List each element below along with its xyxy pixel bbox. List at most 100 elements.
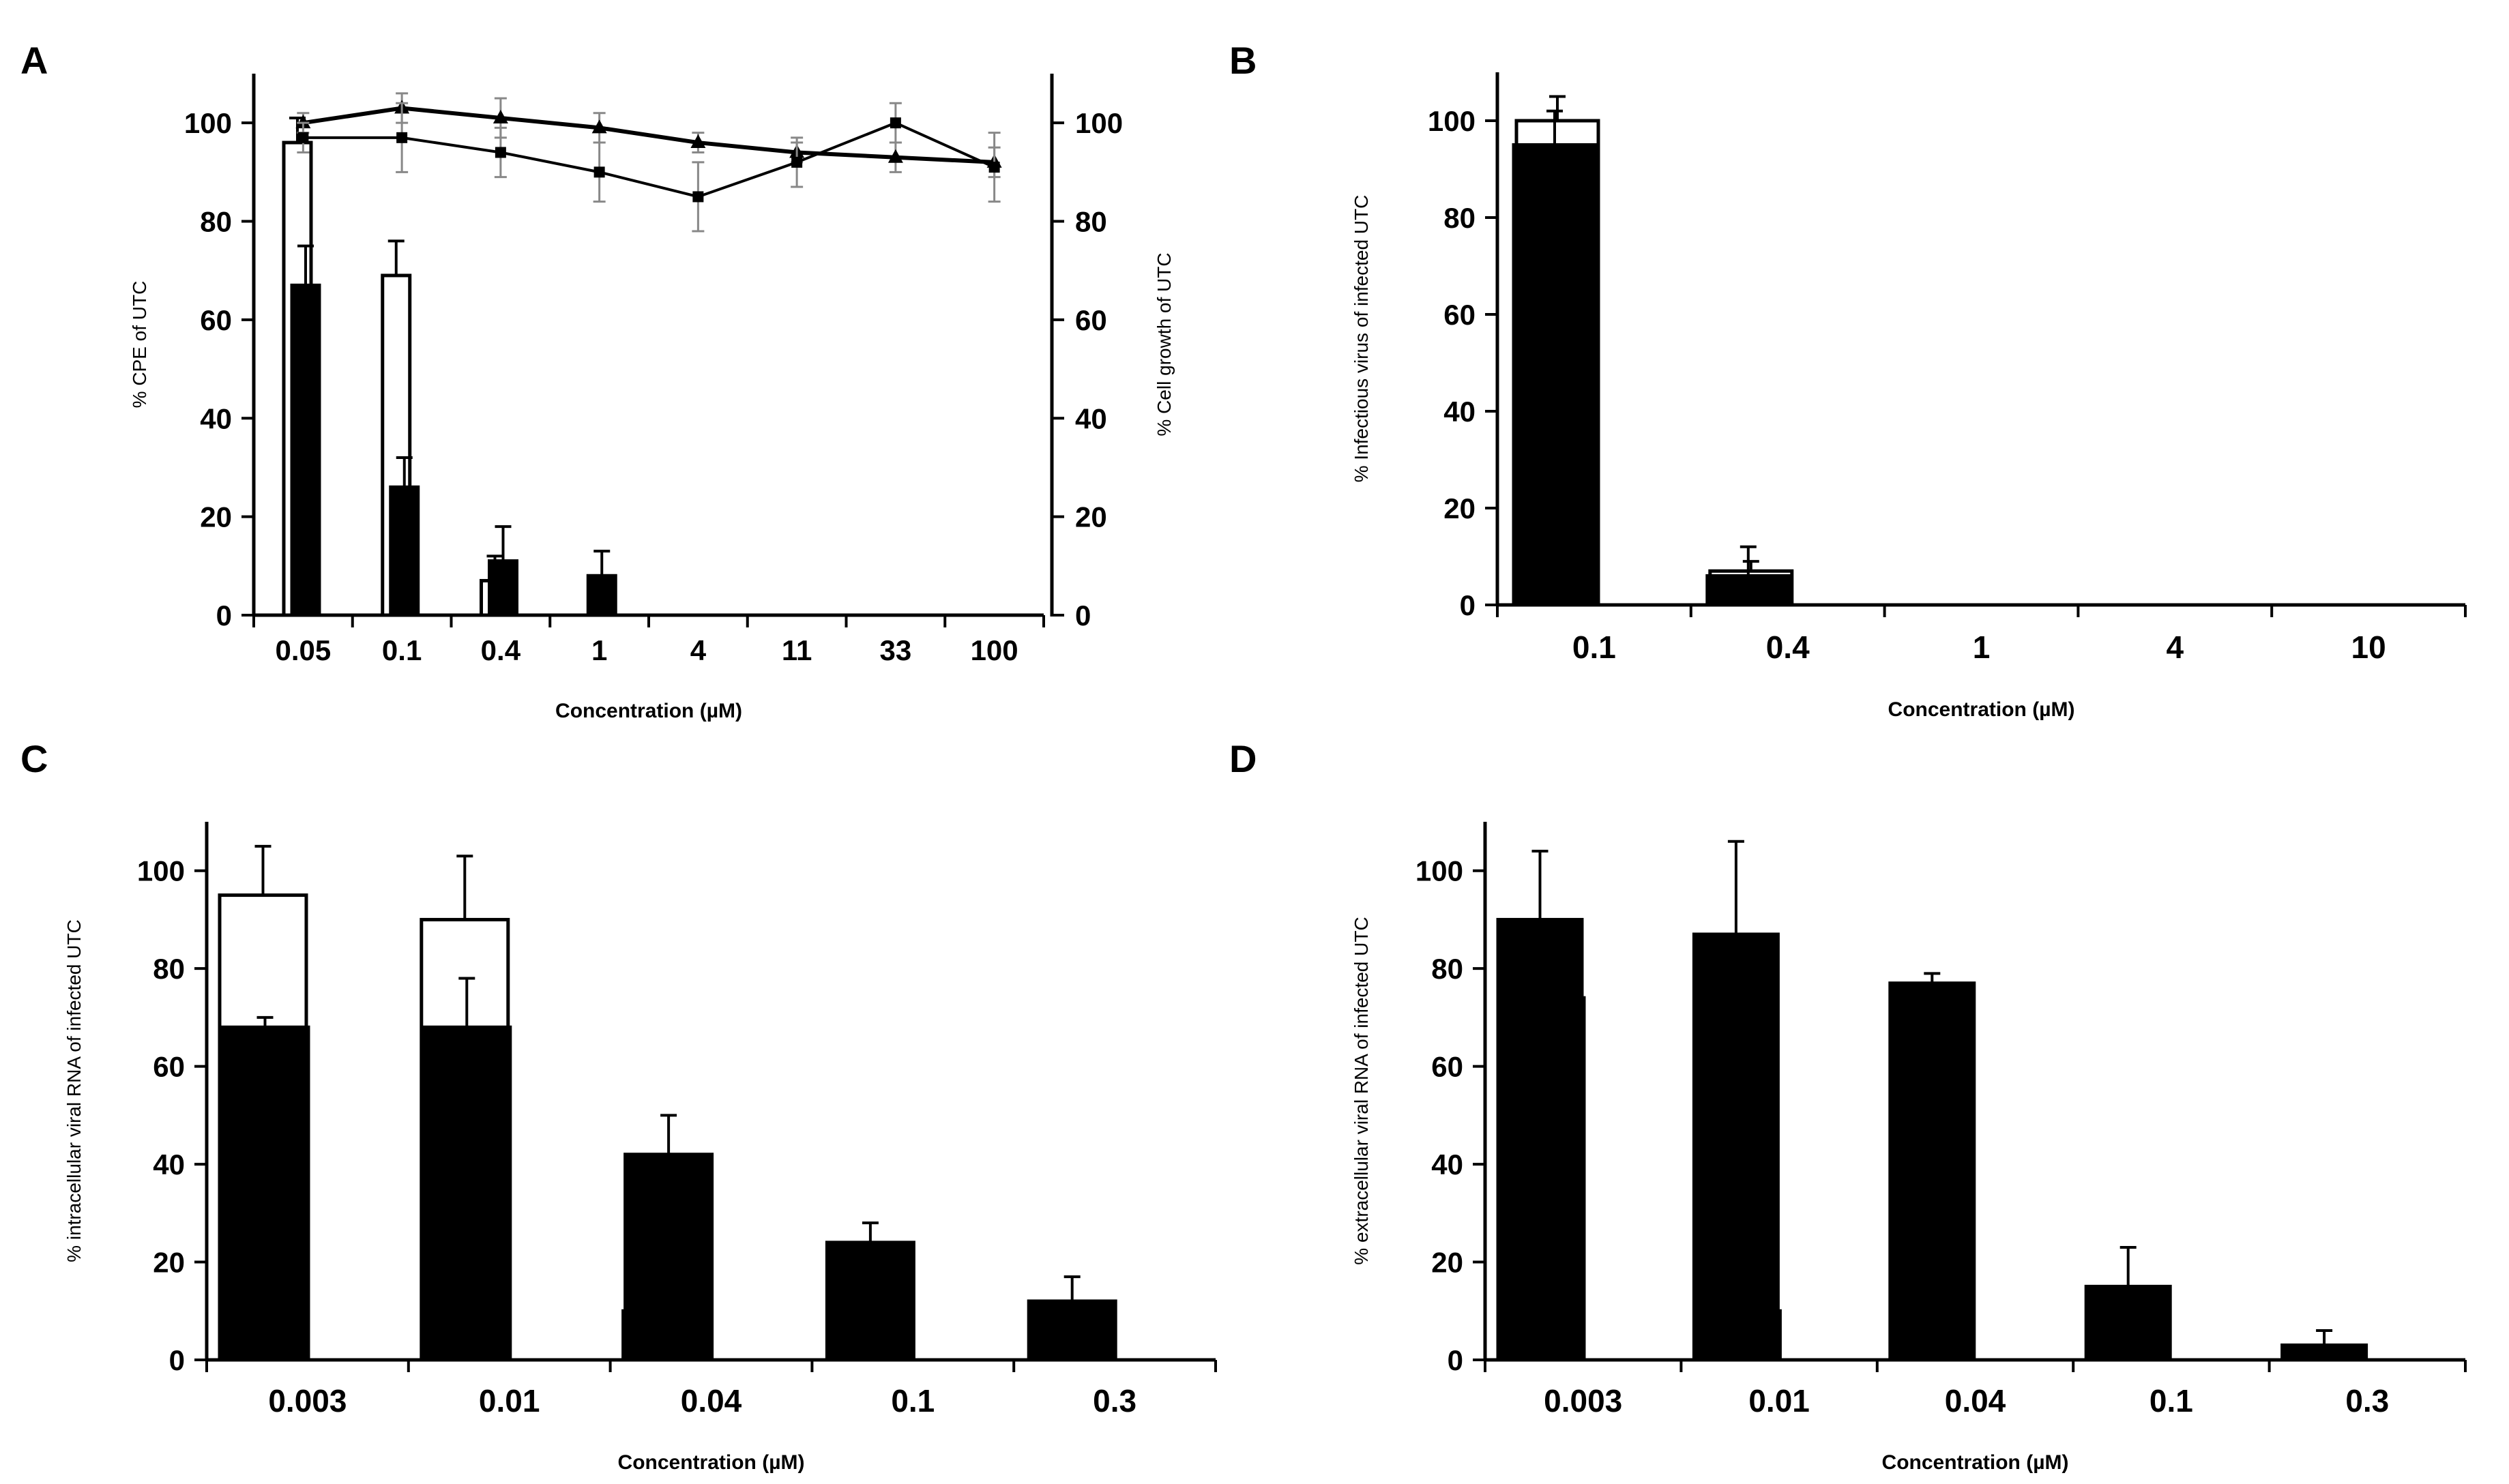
square-marker — [890, 117, 901, 129]
panel-a: A 0 20 40 60 80 100 0.05 0.1 0.4 1 4 11 33 100 0 20 40 60 8… — [20, 39, 1175, 722]
y2-tick-label: 100 — [1075, 107, 1123, 139]
square-marker — [593, 166, 605, 178]
x-tick-label: 0.003 — [1544, 1383, 1622, 1419]
y-tick-label: 80 — [1431, 953, 1463, 985]
bar-filled — [1705, 574, 1791, 607]
cell-growth-line-triangle — [302, 106, 995, 164]
y-tick-label: 20 — [1443, 492, 1476, 524]
panel-b: B 0 20 40 60 80 100 0.1 0.4 1 4 10 Concentration (µM… — [1229, 39, 2467, 721]
y-tick-label: 80 — [153, 953, 185, 985]
y2-axis-title: % Cell growth of UTC — [1154, 252, 1175, 436]
bar-filled — [220, 1025, 310, 1362]
x-axis-title: Concentration (µM) — [1882, 1451, 2069, 1474]
x-tick-label: 0.003 — [268, 1383, 347, 1419]
panel-letter-d: D — [1229, 737, 1257, 780]
y-tick-label: 40 — [1443, 396, 1476, 428]
x-tick-label: 0.1 — [1572, 629, 1616, 665]
y-axis-title: % Infectious virus of infected UTC — [1351, 195, 1372, 483]
x-tick-label: 4 — [2167, 629, 2184, 665]
y-tick-label: 60 — [1431, 1051, 1463, 1083]
x-tick-label: 0.04 — [1945, 1383, 2006, 1419]
x-tick-label: 0.4 — [1766, 629, 1810, 665]
bar-filled — [1496, 917, 1584, 1362]
y-tick-label: 100 — [184, 107, 232, 139]
y-tick-label: 40 — [1431, 1148, 1463, 1181]
square-marker — [297, 132, 309, 143]
bar-filled — [2280, 1343, 2368, 1362]
x-tick-label: 1 — [591, 634, 607, 666]
cell-growth-line-square — [303, 121, 995, 198]
square-marker — [692, 191, 704, 203]
bar-filled — [586, 574, 617, 617]
triangle-marker — [591, 119, 607, 134]
triangle-marker — [295, 115, 311, 129]
x-tick-label: 0.01 — [479, 1383, 540, 1419]
y-tick-label: 20 — [200, 501, 232, 533]
bar-filled — [488, 559, 518, 617]
triangle-marker — [493, 109, 508, 123]
y2-tick-label: 40 — [1075, 402, 1107, 434]
x-tick-label: 0.04 — [681, 1383, 742, 1419]
x-tick-label: 100 — [971, 634, 1018, 666]
bar-filled — [1512, 143, 1598, 607]
y-tick-label: 60 — [153, 1051, 185, 1083]
x-axis-title: Concentration (µM) — [555, 700, 742, 722]
x-tick-label: 0.01 — [1748, 1383, 1810, 1419]
x-tick-label: 4 — [690, 634, 707, 666]
x-tick-label: 0.05 — [276, 634, 332, 666]
bar-filled — [623, 1153, 714, 1362]
triangle-marker — [887, 149, 903, 163]
panel-d: D 0 20 40 60 80 100 0.003 0.01 0.04 0.1 0.3 Concentr… — [1229, 737, 2467, 1474]
bar-filled — [1692, 932, 1780, 1362]
x-tick-label: 0.3 — [1093, 1383, 1136, 1419]
y-tick-label: 40 — [200, 402, 232, 434]
y2-tick-label: 80 — [1075, 206, 1107, 238]
x-tick-label: 0.1 — [891, 1383, 935, 1419]
x-tick-label: 33 — [880, 634, 912, 666]
y-axis-title: % extracellular viral RNA of infected UT… — [1351, 917, 1372, 1264]
bar-filled — [389, 485, 420, 617]
x-tick-label: 0.1 — [382, 634, 422, 666]
square-marker — [791, 156, 803, 168]
bar-filled — [1027, 1299, 1117, 1362]
panel-letter-b: B — [1229, 39, 1257, 82]
y-tick-label: 100 — [137, 855, 185, 887]
panel-letter-c: C — [20, 737, 48, 780]
square-marker — [396, 132, 408, 143]
y-tick-label: 20 — [1431, 1247, 1463, 1279]
x-tick-label: 0.3 — [2345, 1383, 2389, 1419]
panel-letter-a: A — [20, 39, 48, 82]
y-tick-label: 40 — [153, 1148, 185, 1181]
y-axis-title: % CPE of UTC — [129, 281, 150, 409]
bar-filled — [2084, 1284, 2172, 1362]
y-tick-label: 100 — [1415, 855, 1463, 887]
x-axis-title: Concentration (µM) — [618, 1451, 805, 1474]
bar-filled — [290, 283, 321, 617]
x-tick-label: 1 — [1973, 629, 1991, 665]
y2-tick-label: 20 — [1075, 501, 1107, 533]
y-tick-label: 0 — [1448, 1344, 1463, 1376]
y-tick-label: 100 — [1428, 105, 1476, 137]
y-tick-label: 80 — [200, 206, 232, 238]
bar-filled — [1888, 981, 1976, 1362]
square-marker — [988, 162, 1000, 173]
y-axis-title: % intracellular viral RNA of infected UT… — [63, 919, 85, 1262]
y-tick-label: 0 — [216, 599, 232, 632]
y-tick-label: 60 — [200, 304, 232, 336]
bar-filled — [825, 1241, 915, 1362]
x-axis-title: Concentration (µM) — [1888, 698, 2075, 721]
y2-tick-label: 60 — [1075, 304, 1107, 336]
x-tick-label: 10 — [2351, 629, 2386, 665]
y-tick-label: 20 — [153, 1247, 185, 1279]
square-marker — [495, 147, 506, 158]
bar-filled — [422, 1025, 512, 1362]
triangle-marker — [690, 134, 706, 149]
x-tick-label: 0.1 — [2149, 1383, 2193, 1419]
y-tick-label: 0 — [169, 1344, 185, 1376]
y-tick-label: 60 — [1443, 299, 1476, 331]
panel-c: C 0 20 40 60 80 100 0.003 0.01 0.04 0.1 0.3 Concentr… — [20, 737, 1217, 1474]
x-tick-label: 11 — [782, 634, 812, 666]
y2-tick-label: 0 — [1075, 599, 1091, 632]
y-tick-label: 0 — [1460, 589, 1476, 621]
